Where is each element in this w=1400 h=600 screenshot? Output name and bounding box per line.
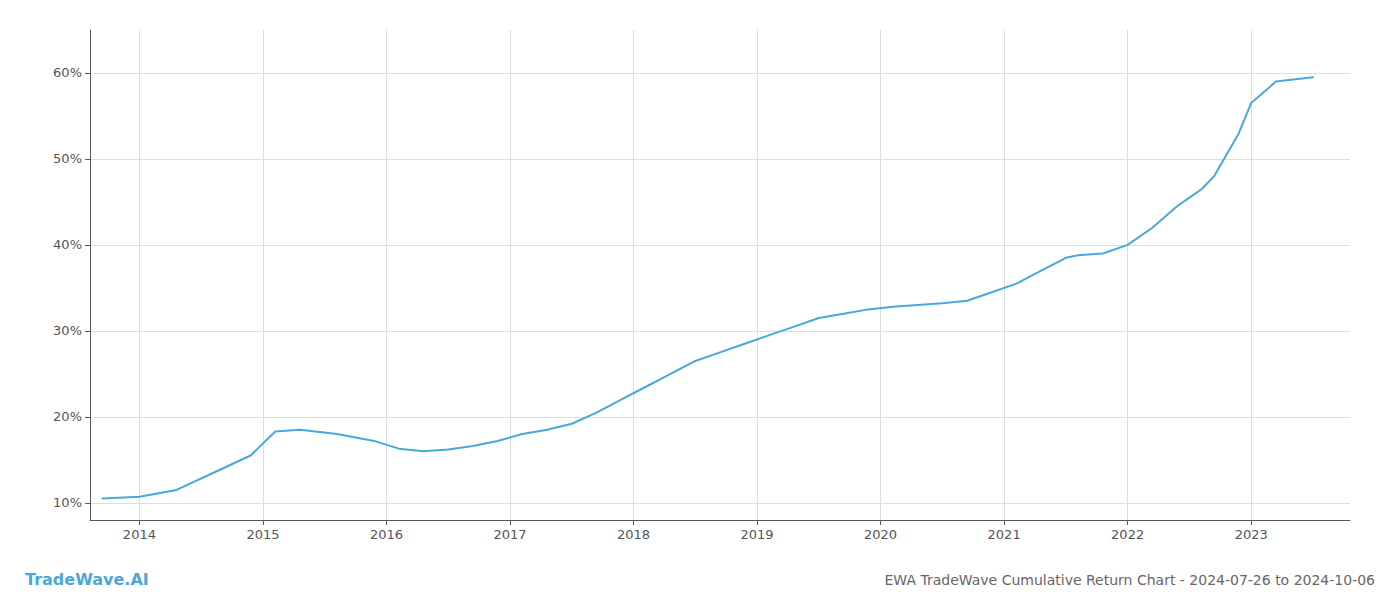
svg-text:EWA TradeWave Cumulative Retur: EWA TradeWave Cumulative Return Chart - … xyxy=(884,572,1375,588)
svg-text:TradeWave.AI: TradeWave.AI xyxy=(25,570,149,589)
svg-text:2019: 2019 xyxy=(741,527,774,542)
svg-text:40%: 40% xyxy=(53,237,82,252)
svg-text:2021: 2021 xyxy=(988,527,1021,542)
svg-text:50%: 50% xyxy=(53,151,82,166)
svg-text:20%: 20% xyxy=(53,409,82,424)
svg-text:2017: 2017 xyxy=(493,527,526,542)
svg-text:30%: 30% xyxy=(53,323,82,338)
svg-text:2016: 2016 xyxy=(370,527,403,542)
svg-text:2014: 2014 xyxy=(123,527,156,542)
svg-text:2023: 2023 xyxy=(1235,527,1268,542)
svg-text:2018: 2018 xyxy=(617,527,650,542)
svg-text:2022: 2022 xyxy=(1111,527,1144,542)
svg-text:10%: 10% xyxy=(53,495,82,510)
svg-text:2020: 2020 xyxy=(864,527,897,542)
svg-text:2015: 2015 xyxy=(246,527,279,542)
svg-text:60%: 60% xyxy=(53,65,82,80)
